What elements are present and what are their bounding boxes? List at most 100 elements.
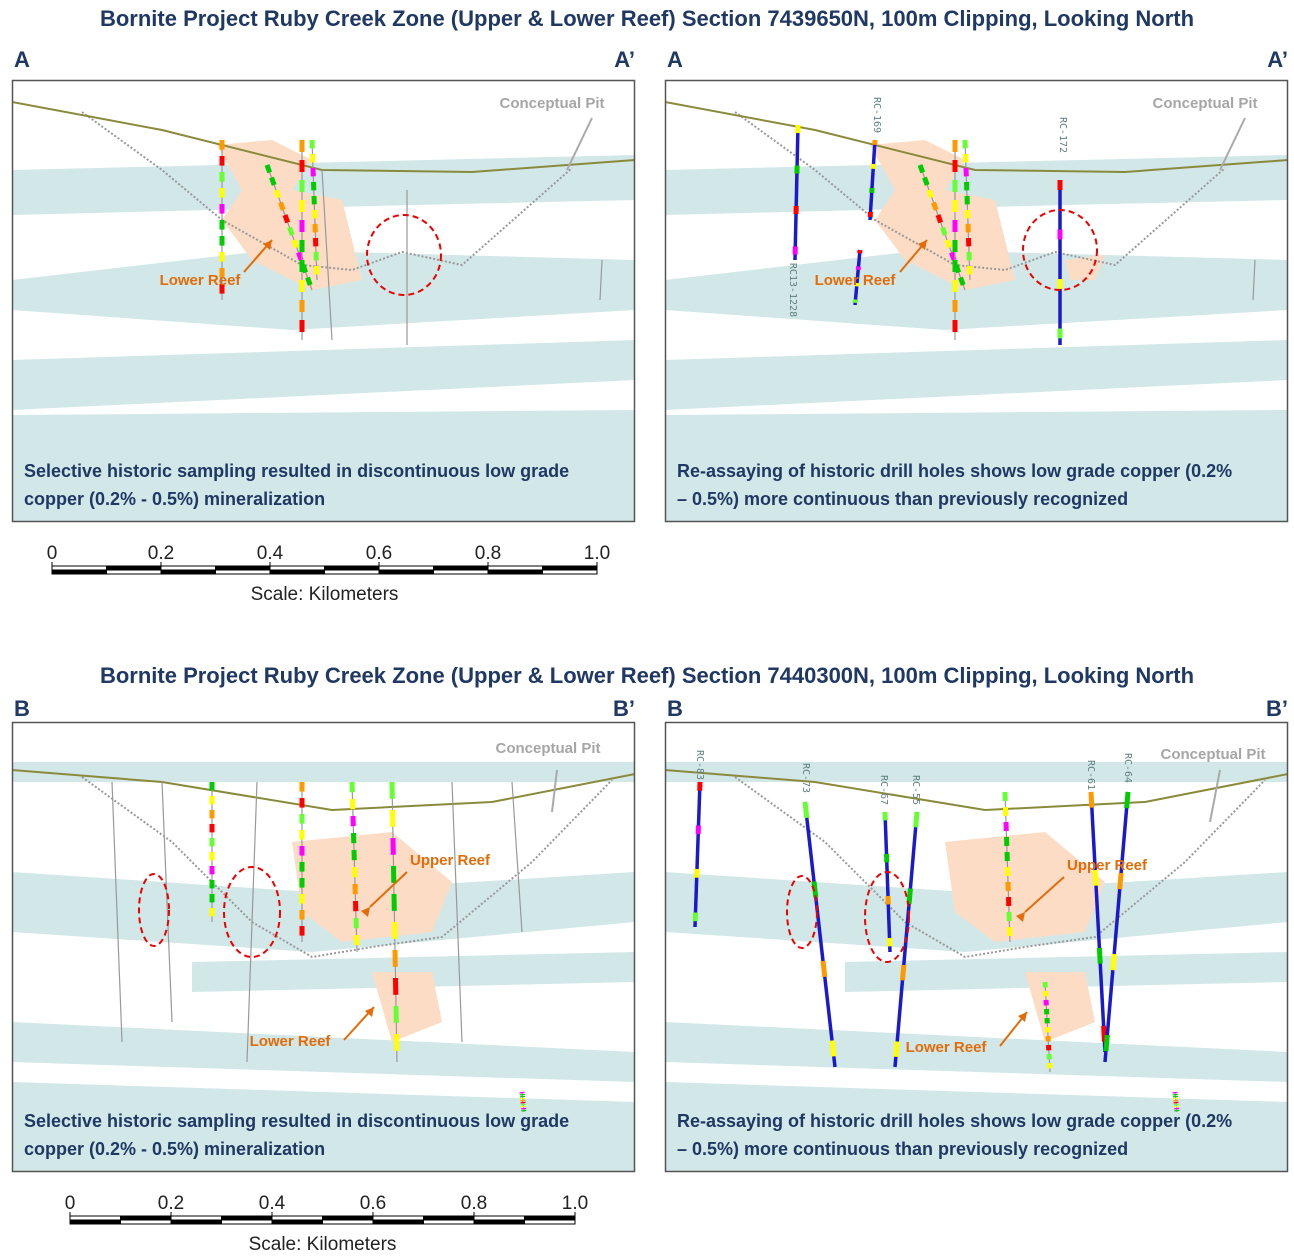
- assay-interval: [938, 215, 941, 223]
- scale-segment: [424, 1216, 475, 1220]
- scale-segment: [222, 1216, 273, 1220]
- scale-segment: [379, 570, 434, 574]
- scale-segment: [488, 566, 543, 570]
- assay-interval: [1113, 954, 1114, 970]
- reef-label: Lower Reef: [906, 1039, 988, 1056]
- scale-label: 0.4: [259, 1193, 286, 1214]
- section-panel: Conceptual Pit Lower Reef RC-169 RC-172 RC13…: [665, 80, 1288, 522]
- assay-interval: [896, 1042, 897, 1057]
- pit-label: Conceptual Pit: [1152, 95, 1257, 112]
- caption: Re-assaying of historic drill holes show…: [677, 1111, 1232, 1131]
- caption: Selective historic sampling resulted in …: [24, 461, 569, 481]
- scale-label: 0: [47, 543, 58, 564]
- assay-interval: [805, 802, 807, 818]
- assay-interval: [1127, 792, 1128, 808]
- assay-interval: [909, 889, 910, 904]
- hole-label: RC-172: [1057, 117, 1068, 153]
- assay-interval: [267, 165, 270, 173]
- scale-caption: Scale: Kilometers: [251, 584, 399, 605]
- scale-segment: [171, 1220, 222, 1224]
- section-end-label: A’: [1267, 47, 1288, 72]
- scale-label: 1.0: [562, 1193, 588, 1214]
- caption: copper (0.2% - 0.5%) mineralization: [24, 1139, 325, 1159]
- scale-segment: [325, 566, 380, 570]
- assay-interval: [281, 203, 284, 211]
- assay-interval: [832, 1041, 834, 1057]
- section-title: Bornite Project Ruby Creek Zone (Upper &…: [100, 6, 1194, 31]
- scale-segment: [434, 570, 489, 574]
- scale-segment: [270, 566, 325, 570]
- hole-label: RC-73: [800, 763, 811, 793]
- caption: – 0.5%) more continuous than previously …: [677, 1139, 1128, 1159]
- assay-interval: [920, 165, 923, 173]
- scale-segment: [543, 570, 598, 574]
- scale-segment: [272, 1216, 323, 1220]
- section-title: Bornite Project Ruby Creek Zone (Upper &…: [100, 663, 1194, 688]
- assay-interval: [308, 278, 311, 286]
- pit-label: Conceptual Pit: [495, 740, 600, 757]
- caption: – 0.5%) more continuous than previously …: [677, 489, 1128, 509]
- assay-interval: [1120, 873, 1121, 889]
- scale-segment: [525, 1220, 576, 1224]
- scale-label: 0.8: [475, 543, 501, 564]
- hole-label: RC-61: [1085, 760, 1096, 790]
- scale-label: 0.6: [366, 543, 392, 564]
- section-end-label: A: [14, 47, 30, 72]
- scale-segment: [323, 1220, 374, 1224]
- panel-content: Conceptual PitUpper ReefLower ReefSelect…: [12, 722, 635, 1172]
- pit-label: Conceptual Pit: [1160, 746, 1265, 763]
- scale-label: 0.8: [461, 1193, 487, 1214]
- scale-label: 0: [65, 1193, 76, 1214]
- scale-segment: [52, 570, 107, 574]
- panel-content: Conceptual Pit Lower Reef RC-169 RC-172 RC13…: [665, 80, 1288, 522]
- assay-interval: [947, 240, 950, 248]
- scale-segment: [488, 570, 543, 574]
- scale-segment: [70, 1216, 121, 1220]
- reef-label: Lower Reef: [250, 1033, 332, 1050]
- scale-segment: [272, 1220, 323, 1224]
- scale-segment: [543, 566, 598, 570]
- scale-segment: [270, 570, 325, 574]
- scale-segment: [52, 566, 107, 570]
- assay-interval: [943, 228, 946, 236]
- scale-segment: [171, 1216, 222, 1220]
- assay-interval: [925, 178, 928, 186]
- scale-segment: [121, 1220, 172, 1224]
- hole-label: RC-169: [871, 97, 882, 133]
- reef-label: Upper Reef: [410, 852, 491, 869]
- hole-label: RC-67: [878, 775, 889, 805]
- scale-segment: [70, 1220, 121, 1224]
- scale-segment: [424, 1220, 475, 1224]
- assay-interval: [272, 178, 275, 186]
- assay-interval: [916, 812, 917, 827]
- reef-label: Lower Reef: [815, 272, 897, 289]
- caption: Re-assaying of historic drill holes show…: [677, 461, 1232, 481]
- hole-label: RC-55: [910, 775, 921, 805]
- assay-interval: [1104, 1026, 1105, 1042]
- assay-interval: [929, 190, 932, 198]
- pit-label: Conceptual Pit: [499, 95, 604, 112]
- scale-label: 0.6: [360, 1193, 386, 1214]
- scale-segment: [107, 570, 162, 574]
- scale-segment: [121, 1216, 172, 1220]
- scale-segment: [323, 1216, 374, 1220]
- assay-interval: [952, 253, 955, 261]
- section-end-label: B: [14, 696, 30, 721]
- scale-segment: [216, 566, 271, 570]
- hole-label: RC13-1228: [787, 263, 798, 317]
- assay-interval: [1099, 948, 1100, 964]
- scale-segment: [373, 1216, 424, 1220]
- scale-label: 0.2: [148, 543, 174, 564]
- rock-unit: [12, 762, 635, 782]
- assay-interval: [961, 278, 964, 286]
- scale-segment: [161, 570, 216, 574]
- assay-interval: [294, 240, 297, 248]
- section-end-label: A’: [614, 47, 635, 72]
- scale-segment: [161, 566, 216, 570]
- assay-interval: [1106, 1035, 1107, 1051]
- panel-content: Conceptual PitUpper ReefLower ReefRC-83R…: [665, 722, 1288, 1172]
